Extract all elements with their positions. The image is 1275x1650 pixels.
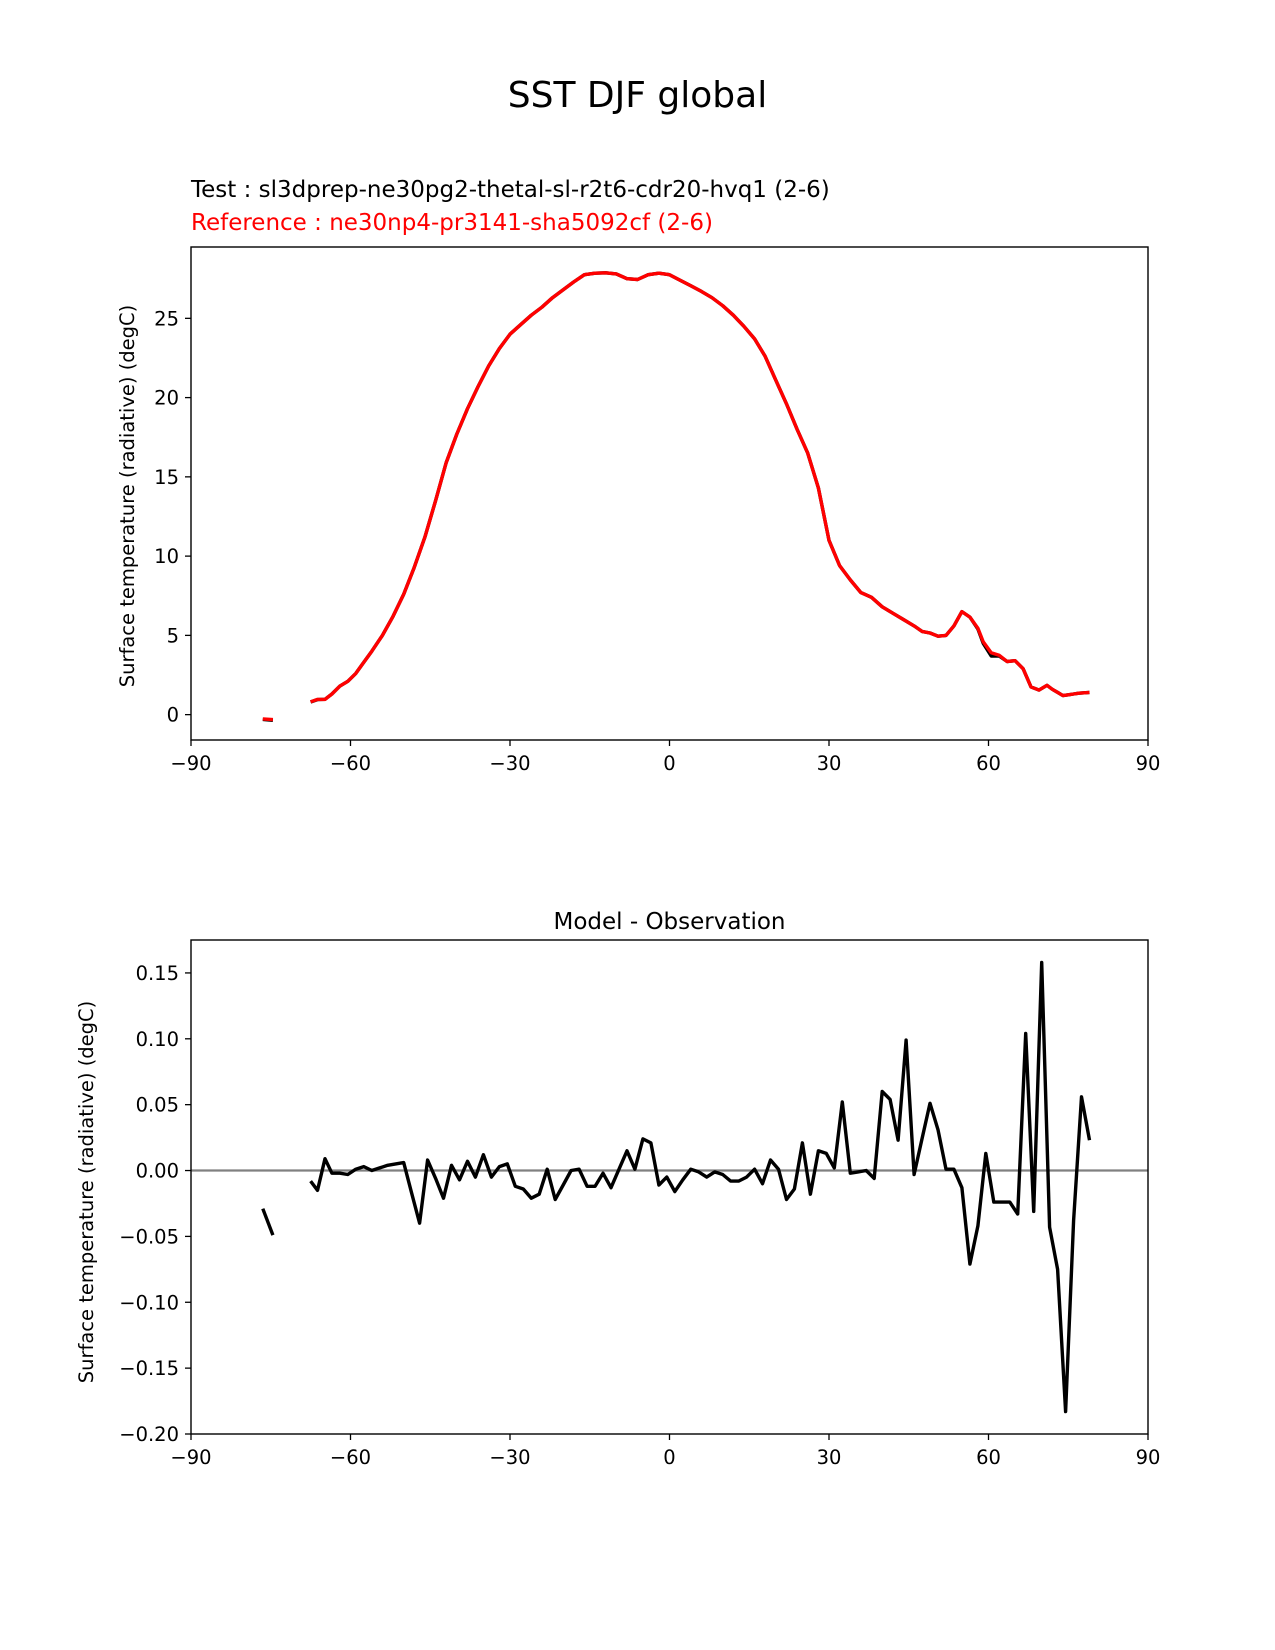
y-tick-label: −0.10 [119, 1291, 179, 1314]
y-tick-label: −0.05 [119, 1225, 179, 1248]
y-tick-label: 0 [167, 704, 179, 727]
y-tick-label: −0.15 [119, 1357, 179, 1380]
y-tick-label: 0.10 [136, 1028, 179, 1051]
reference-label: Reference : ne30np4-pr3141-sha5092cf (2-… [191, 210, 713, 236]
x-tick-label: −30 [489, 752, 530, 775]
bottom-panel: Model - Observation Surface temperature … [75, 909, 1160, 1469]
x-tick-label: 30 [817, 1446, 842, 1469]
bottom-ylabel: Surface temperature (radiative) (degC) [75, 1001, 98, 1384]
figure-title: SST DJF global [508, 75, 767, 116]
top-ylabel: Surface temperature (radiative) (degC) [116, 305, 139, 688]
axes-frame [190, 246, 1149, 741]
x-tick-label: 90 [1136, 1446, 1161, 1469]
x-tick-label: −30 [489, 1446, 530, 1469]
series-line-1-segment-0 [262, 717, 274, 722]
x-tick-label: −90 [170, 752, 211, 775]
y-tick-label: 5 [167, 624, 179, 647]
series-line-0-segment-1 [310, 271, 1090, 704]
y-tick-label: 20 [154, 387, 179, 410]
series-line-1-segment-1 [310, 271, 1090, 704]
series-line-0-segment-1 [309, 960, 1092, 1414]
bottom-title: Model - Observation [553, 909, 785, 935]
x-tick-label: 30 [817, 752, 842, 775]
test-label: Test : sl3dprep-ne30pg2-thetal-sl-r2t6-c… [190, 177, 830, 203]
x-tick-label: 90 [1136, 752, 1161, 775]
x-tick-label: −90 [170, 1446, 211, 1469]
series-line-0-segment-0 [261, 1208, 275, 1236]
y-tick-label: 15 [154, 466, 179, 489]
top-plot-area: −90 −60 −30 0 30 60 90 0 5 10 15 20 25 [154, 246, 1161, 775]
y-tick-label: 10 [154, 545, 179, 568]
y-tick-label: 25 [154, 307, 179, 330]
x-tick-label: −60 [330, 752, 371, 775]
y-tick-label: 0.15 [136, 962, 179, 985]
x-tick-label: 60 [976, 752, 1001, 775]
y-tick-label: 0.00 [136, 1160, 179, 1183]
x-tick-label: −60 [330, 1446, 371, 1469]
y-tick-label: −0.20 [119, 1423, 179, 1446]
axes-frame [190, 939, 1149, 1435]
top-panel: Test : sl3dprep-ne30pg2-thetal-sl-r2t6-c… [116, 177, 1160, 775]
y-tick-label: 0.05 [136, 1094, 179, 1117]
x-tick-label: 60 [976, 1446, 1001, 1469]
x-tick-label: 0 [663, 752, 675, 775]
x-tick-label: 0 [663, 1446, 675, 1469]
bottom-plot-area: −90 −60 −30 0 30 60 90 −0.20 −0.15 −0.10 −0.05 0.00… [119, 939, 1161, 1469]
